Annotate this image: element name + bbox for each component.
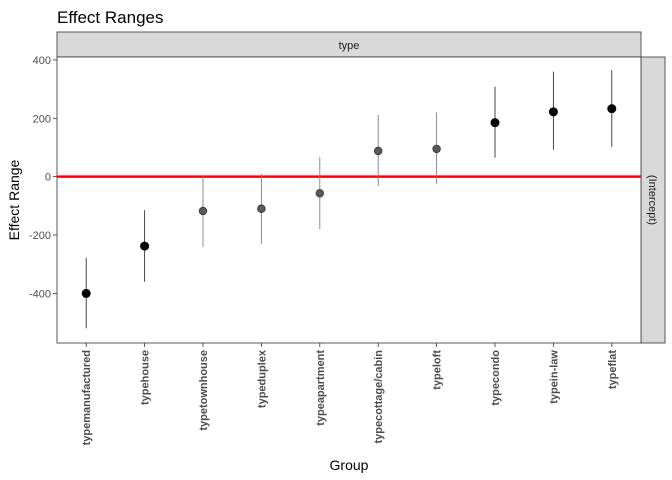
facet-strip-right <box>640 56 666 344</box>
x-axis-title: Group <box>330 457 369 473</box>
x-tick-label: typeduplex <box>256 349 268 408</box>
x-axis: typemanufactured typehouse typetownhouse ty… <box>81 343 619 445</box>
data-point <box>140 241 150 251</box>
data-point <box>81 288 91 298</box>
y-tick-label: 400 <box>33 55 51 67</box>
data-point <box>315 189 324 198</box>
y-tick-label: -200 <box>29 230 51 242</box>
x-tick-label: typeloft <box>432 350 444 390</box>
y-axis-title: Effect Range <box>6 159 22 240</box>
data-point <box>548 107 558 117</box>
x-tick-label: typein-law <box>548 350 560 404</box>
y-axis: -400 -200 0 200 400 <box>29 55 57 300</box>
x-tick-label: typeflat <box>607 350 619 389</box>
x-tick-label: typehouse <box>140 350 152 405</box>
data-point <box>374 146 383 156</box>
x-tick-label: typecondo <box>490 350 502 406</box>
x-tick-label: typetownhouse <box>198 350 210 431</box>
y-tick-label: -400 <box>29 288 51 300</box>
y-tick-label: 0 <box>45 172 51 184</box>
x-tick-label: typemanufactured <box>81 350 93 445</box>
data-point <box>490 118 500 128</box>
data-marks <box>81 70 617 329</box>
facet-strip-right-label: (Intercept) <box>646 175 658 225</box>
data-point <box>432 144 441 154</box>
facet-strip-top <box>56 31 642 58</box>
x-tick-label: typeapartment <box>315 350 327 426</box>
x-tick-label: typecottage/cabin <box>373 350 385 444</box>
y-tick-label: 200 <box>33 113 51 125</box>
data-point <box>257 204 266 213</box>
chart-title: Effect Ranges <box>57 8 163 27</box>
data-point <box>607 104 617 114</box>
data-point <box>198 206 208 216</box>
facet-strip-top-label: type <box>339 40 360 52</box>
plot-panel <box>56 56 642 344</box>
